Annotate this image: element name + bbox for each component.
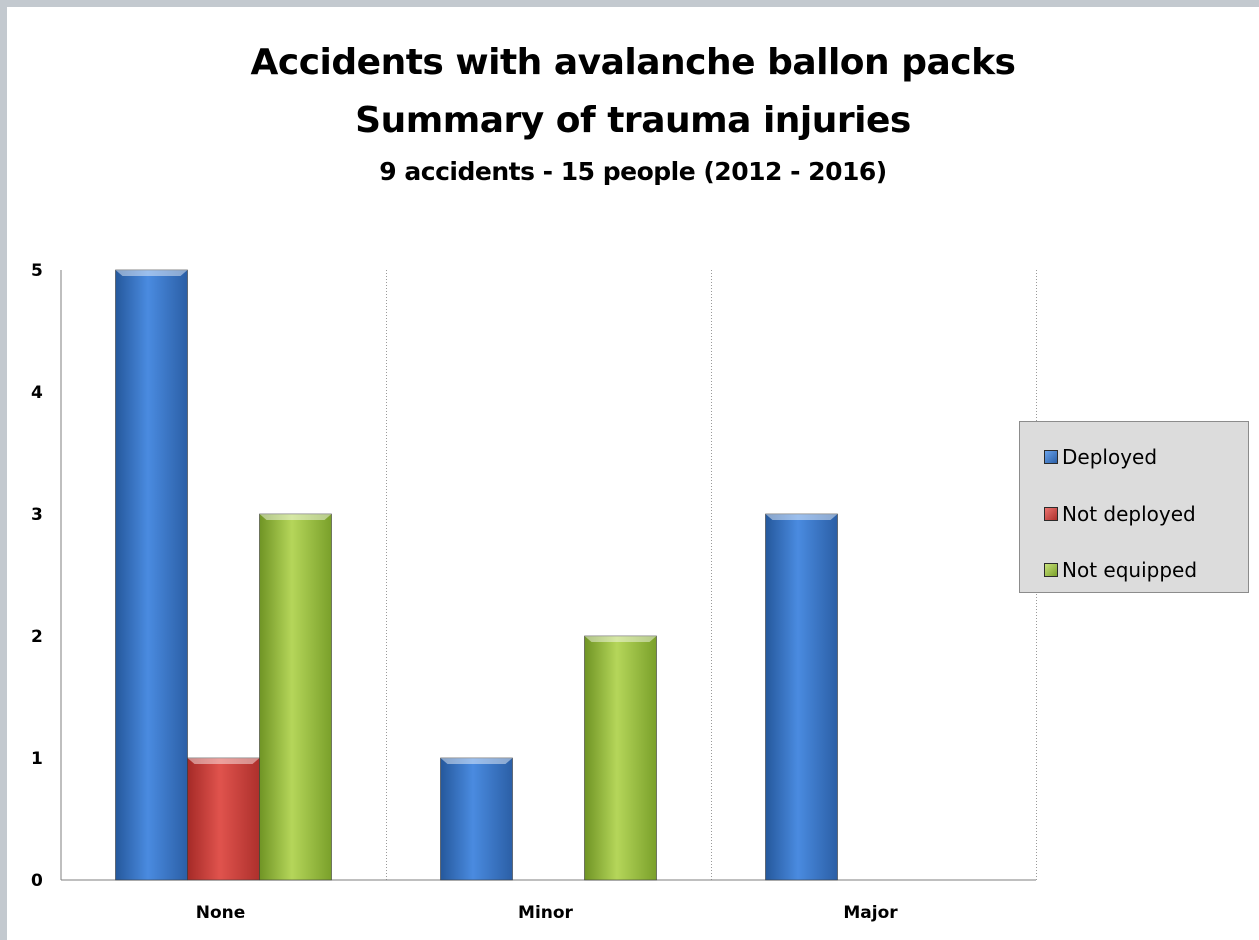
bar-top-bevel-not-equipped-none xyxy=(259,514,332,520)
bar-top-bevel-deployed-major xyxy=(765,514,838,520)
chart-title-line-2: Summary of trauma injuries xyxy=(355,100,911,141)
y-tick-label-0: 0 xyxy=(31,871,43,891)
y-tick-label-1: 1 xyxy=(31,749,43,769)
legend-label-not-deployed: Not deployed xyxy=(1062,502,1196,526)
chart-frame: Accidents with avalanche ballon packs Su… xyxy=(7,7,1259,940)
bar-top-bevel-deployed-minor xyxy=(440,758,513,764)
bar-top-bevel-not-equipped-minor xyxy=(584,636,657,642)
y-tick-label-5: 5 xyxy=(31,261,43,281)
x-tick-label-minor: Minor xyxy=(518,903,574,923)
legend-swatch-not-deployed xyxy=(1044,507,1058,521)
legend-swatch-not-equipped xyxy=(1044,563,1058,577)
x-tick-labels: None Minor Major xyxy=(196,903,899,923)
chart-subtitle: 9 accidents - 15 people (2012 - 2016) xyxy=(379,157,887,186)
legend-item-not-deployed: Not deployed xyxy=(1044,501,1196,527)
legend-swatch-deployed xyxy=(1044,450,1058,464)
legend-item-deployed: Deployed xyxy=(1044,444,1157,470)
bar-chart: 0 1 2 3 4 5 None Minor Major xyxy=(31,261,1037,923)
y-tick-label-4: 4 xyxy=(31,383,43,403)
bar-not-equipped-minor xyxy=(584,635,657,881)
x-tick-label-major: Major xyxy=(843,903,898,923)
legend-item-not-equipped: Not equipped xyxy=(1044,557,1197,583)
bar-deployed-minor xyxy=(440,757,513,881)
bars xyxy=(115,269,838,881)
bar-top-bevel-not-deployed-none xyxy=(187,758,260,764)
y-tick-label-3: 3 xyxy=(31,505,43,525)
chart-title: Accidents with avalanche ballon packs xyxy=(250,42,1016,83)
bar-not-deployed-none xyxy=(187,757,260,881)
y-tick-label-2: 2 xyxy=(31,627,43,647)
legend-label-not-equipped: Not equipped xyxy=(1062,558,1198,582)
y-tick-labels: 0 1 2 3 4 5 xyxy=(31,261,43,891)
bar-deployed-none xyxy=(115,269,188,881)
bar-not-equipped-none xyxy=(259,513,332,881)
x-tick-label-none: None xyxy=(196,903,246,923)
legend-label-deployed: Deployed xyxy=(1062,445,1158,469)
bar-deployed-major xyxy=(765,513,838,881)
legend: Deployed Not deployed Not equipped xyxy=(1019,421,1249,593)
bar-top-bevel-deployed-none xyxy=(115,270,188,276)
